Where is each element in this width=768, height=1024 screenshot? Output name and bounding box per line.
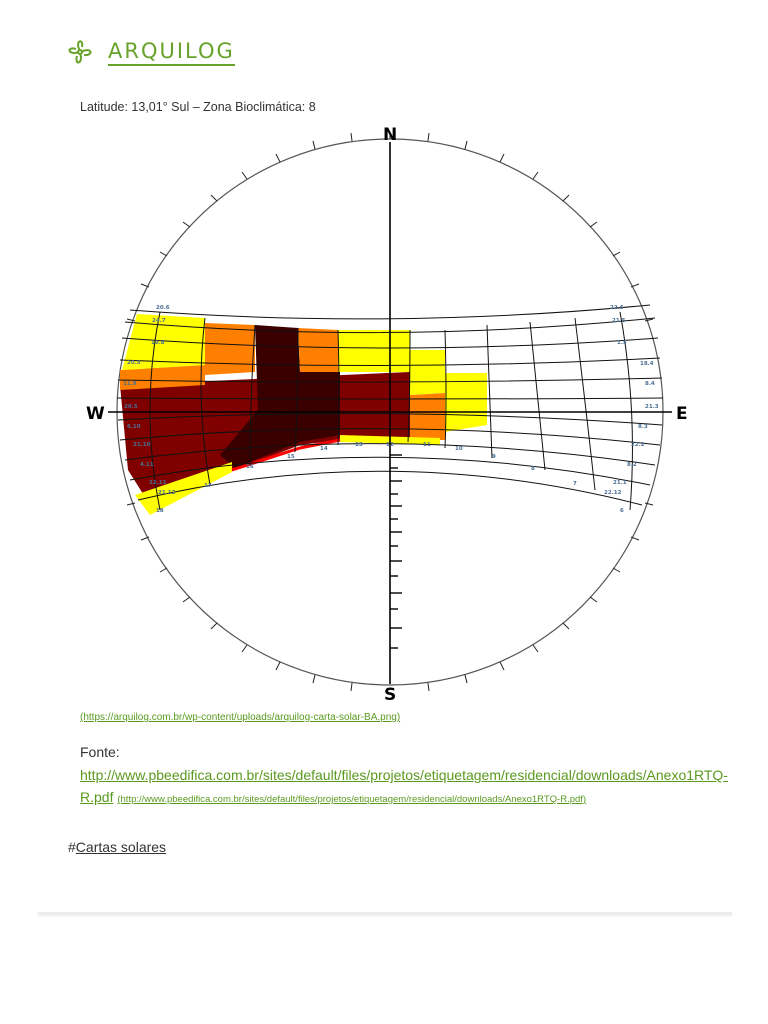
image-source-link[interactable]: (https://arquilog.com.br/wp-content/uplo… [80, 712, 401, 723]
tag-link-cartas-solares[interactable]: Cartas solares [75, 839, 167, 855]
svg-text:24.7: 24.7 [152, 318, 166, 324]
hour-curves [149, 311, 633, 511]
source-links: http://www.pbeedifica.com.br/sites/defau… [80, 764, 728, 811]
svg-text:6: 6 [620, 508, 624, 514]
svg-text:17: 17 [204, 483, 212, 489]
svg-text:19.8: 19.8 [151, 340, 165, 346]
svg-text:21.5: 21.5 [612, 318, 626, 324]
svg-text:22.2: 22.2 [631, 442, 645, 448]
svg-text:8: 8 [531, 466, 535, 472]
cardinal-south: S [384, 685, 396, 705]
cardinal-west: W [86, 404, 105, 424]
brand-name: ARQUILOG [108, 39, 235, 66]
svg-text:22.11: 22.11 [149, 480, 167, 486]
cardinal-north: N [383, 125, 397, 145]
clover-icon [68, 40, 92, 64]
footer-divider [38, 912, 732, 915]
svg-text:8.3: 8.3 [638, 424, 648, 430]
solar-chart: N S E W 20.6 24.7 19.8 20.5 11.9 20.5 6.… [86, 125, 688, 705]
source-link-main[interactable]: http://www.pbeedifica.com.br/sites/defau… [80, 767, 728, 805]
svg-text:11: 11 [423, 442, 431, 448]
svg-text:13: 13 [355, 442, 363, 448]
source-label: Fonte: [80, 744, 120, 760]
svg-text:14: 14 [320, 446, 328, 452]
tag-line: #Cartas solares [68, 839, 166, 855]
svg-text:12: 12 [386, 442, 394, 448]
svg-text:18: 18 [156, 508, 164, 514]
svg-text:21.1: 21.1 [613, 480, 627, 486]
altitude-ticks [390, 454, 402, 649]
svg-text:8.4: 8.4 [645, 381, 655, 387]
svg-text:22.6: 22.6 [610, 305, 624, 311]
svg-text:20.5: 20.5 [124, 404, 138, 410]
svg-text:20.6: 20.6 [156, 305, 170, 311]
svg-text:11.9: 11.9 [123, 381, 137, 387]
svg-text:1.5: 1.5 [617, 340, 627, 346]
svg-text:21.10: 21.10 [133, 442, 151, 448]
cardinal-east: E [676, 404, 688, 424]
svg-text:21.12: 21.12 [158, 490, 176, 496]
svg-text:21.3: 21.3 [645, 404, 659, 410]
east-date-labels: 22.6 21.5 1.5 18.4 8.4 21.3 8.3 22.2 8.2… [604, 305, 659, 496]
svg-text:18.4: 18.4 [640, 361, 654, 367]
svg-text:7: 7 [573, 481, 577, 487]
svg-text:20.5: 20.5 [127, 360, 141, 366]
hour-labels: 18 17 16 15 14 13 12 11 10 9 8 7 6 [156, 442, 624, 514]
tag-prefix: # [68, 839, 76, 855]
west-date-labels: 20.6 24.7 19.8 20.5 11.9 20.5 6.10 21.10… [123, 305, 176, 496]
svg-text:9: 9 [492, 454, 496, 460]
svg-text:16: 16 [246, 464, 254, 470]
svg-text:4.11: 4.11 [140, 462, 154, 468]
svg-text:8.2: 8.2 [627, 462, 637, 468]
chart-caption: Latitude: 13,01° Sul – Zona Bioclimática… [80, 100, 316, 114]
svg-text:6.10: 6.10 [127, 424, 141, 430]
svg-text:15: 15 [287, 454, 295, 460]
azimuth-ticks [126, 132, 654, 692]
svg-text:22.12: 22.12 [604, 490, 622, 496]
brand-logo-link[interactable]: ARQUILOG [62, 34, 235, 70]
source-link-url[interactable]: (http://www.pbeedifica.com.br/sites/defa… [117, 794, 587, 805]
svg-text:10: 10 [455, 446, 463, 452]
